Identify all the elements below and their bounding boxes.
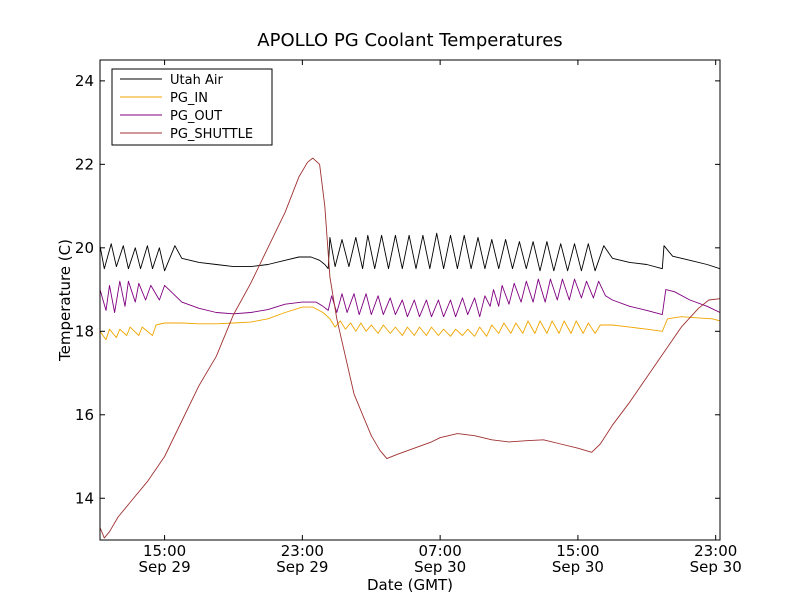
- chart-title: APOLLO PG Coolant Temperatures: [257, 30, 562, 51]
- y-tick-label: 16: [75, 406, 94, 424]
- x-tick-label: 23:00: [281, 542, 324, 560]
- x-tick-date-label: Sep 29: [139, 558, 191, 576]
- x-tick-label: 15:00: [143, 542, 186, 560]
- x-tick-date-label: Sep 29: [276, 558, 328, 576]
- x-tick-date-label: Sep 30: [414, 558, 466, 576]
- x-tick-date-label: Sep 30: [552, 558, 604, 576]
- plot-area: [99, 59, 721, 541]
- legend: Utah Air PG_IN PG_OUT PG_SHUTTLE: [111, 68, 273, 146]
- y-tick-label: 22: [75, 155, 94, 173]
- plot-frame: [99, 59, 721, 541]
- y-tick-label: 14: [75, 489, 94, 507]
- legend-label-pg-in: PG_IN: [170, 91, 208, 106]
- legend-label-pg-out: PG_OUT: [170, 109, 222, 124]
- y-axis-label: Temperature (C): [56, 239, 74, 362]
- y-tick-label: 24: [75, 72, 94, 90]
- x-tick-label: 07:00: [419, 542, 462, 560]
- series-line-utah-air: [100, 232, 720, 272]
- legend-box: [111, 68, 273, 146]
- y-tick-label: 18: [75, 322, 94, 340]
- x-tick-label: 23:00: [694, 542, 737, 560]
- legend-label-utah-air: Utah Air: [170, 73, 223, 88]
- x-tick-date-label: Sep 30: [690, 558, 742, 576]
- y-axis: 14 16 18 20 22 24: [75, 72, 720, 507]
- x-tick-label: 15:00: [556, 542, 599, 560]
- x-axis-label: Date (GMT): [367, 576, 453, 594]
- series-line-pg-out: [100, 278, 720, 318]
- series-lines: [100, 157, 720, 539]
- y-tick-label: 20: [75, 239, 94, 257]
- legend-label-pg-shuttle: PG_SHUTTLE: [170, 127, 253, 142]
- series-line-pg-in: [100, 306, 720, 341]
- series-line-pg-shuttle: [100, 157, 720, 539]
